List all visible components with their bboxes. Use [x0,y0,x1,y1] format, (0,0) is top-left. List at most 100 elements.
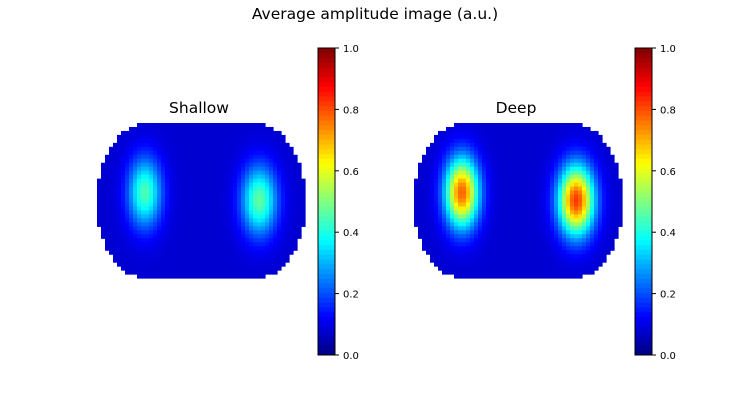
heatmap-cell [594,250,599,255]
colorbar-segment [318,177,335,183]
heatmap-cell [478,154,483,160]
heatmap-cell [173,210,178,216]
heatmap-cell [450,150,455,156]
heatmap-cell [185,230,190,235]
heatmap-cell [209,134,214,140]
heatmap-cell [458,146,463,152]
heatmap-cell [217,202,222,208]
heatmap-cell [554,123,559,128]
heatmap-cell [502,246,507,251]
heatmap-cell [141,123,146,128]
heatmap-cell [602,258,607,263]
heatmap-cell [502,158,507,164]
heatmap-cell [181,230,186,235]
heatmap-cell [149,178,154,184]
heatmap-cell [474,154,479,160]
heatmap-cell [265,226,270,231]
heatmap-cell [606,202,611,208]
heatmap-cell [225,178,230,184]
heatmap-cell [149,174,154,180]
heatmap-cell [598,138,603,144]
heatmap-cell [498,218,503,223]
heatmap-cell [502,186,507,192]
heatmap-cell [614,166,619,172]
heatmap-cell [614,198,619,204]
heatmap-cell [237,182,242,188]
heatmap-cell [161,126,166,132]
heatmap-cell [301,222,306,227]
heatmap-cell [129,146,134,152]
heatmap-cell [574,266,579,271]
heatmap-cell [173,174,178,180]
heatmap-cell [249,254,254,259]
heatmap-cell [442,150,447,156]
heatmap-cell [462,262,467,267]
heatmap-cell [229,230,234,235]
heatmap-cell [470,246,475,251]
heatmap-cell [526,198,531,204]
heatmap-cell [297,162,302,168]
heatmap-cell [570,158,575,164]
heatmap-cell [430,230,435,235]
heatmap-cell [233,174,238,180]
heatmap-cell [233,138,238,144]
heatmap-cell [446,134,451,140]
heatmap-cell [125,170,130,176]
heatmap-cell [161,258,166,263]
heatmap-cell [133,266,138,271]
heatmap-cell [249,130,254,136]
heatmap-cell [169,234,174,239]
heatmap-cell [261,194,266,200]
heatmap-cell [301,218,306,223]
heatmap-cell [249,126,254,132]
heatmap-cell [546,238,551,243]
colorbar-segment [635,124,652,131]
heatmap-cell [554,254,559,259]
heatmap-cell [486,154,491,160]
heatmap-cell [181,126,186,132]
heatmap-cell [534,230,539,235]
heatmap-cell [157,246,162,251]
heatmap-cell [606,238,611,243]
heatmap-cell [522,178,527,184]
heatmap-cell [566,190,571,196]
heatmap-cell [185,274,190,279]
heatmap-cell [229,162,234,168]
heatmap-cell [245,274,250,279]
heatmap-cell [209,262,214,267]
heatmap-cell [229,202,234,208]
heatmap-cell [177,250,182,255]
heatmap-cell [466,262,471,267]
heatmap-cell [157,238,162,243]
heatmap-cell [438,194,443,200]
heatmap-cell [273,218,278,223]
heatmap-cell [542,214,547,219]
heatmap-cell [233,238,238,243]
heatmap-cell [598,246,603,251]
heatmap-cell [269,226,274,231]
heatmap-cell [438,174,443,180]
heatmap-cell [257,234,262,239]
heatmap-cell [554,274,559,279]
heatmap-cell [446,234,451,239]
heatmap-cell [97,182,102,188]
heatmap-cell [157,262,162,267]
heatmap-cell [149,158,154,164]
heatmap-cell [101,210,106,216]
heatmap-cell [293,234,298,239]
heatmap-cell [249,234,254,239]
heatmap-cell [125,138,130,144]
heatmap-cell [546,170,551,176]
heatmap-cell [418,222,423,227]
heatmap-cell [606,242,611,247]
heatmap-cell [450,234,455,239]
heatmap-cell [117,190,122,196]
heatmap-cell [181,194,186,200]
heatmap-cell [574,206,579,212]
heatmap-cell [538,134,543,140]
heatmap-cell [277,230,282,235]
heatmap-cell [289,150,294,156]
heatmap-cell [193,170,198,176]
heatmap-cell [482,174,487,180]
heatmap-cell [217,266,222,271]
